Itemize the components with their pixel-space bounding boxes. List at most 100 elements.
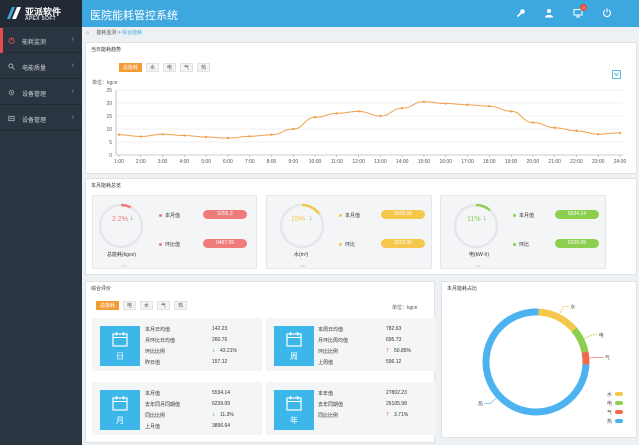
series-line <box>118 101 621 139</box>
slice-leader-line <box>584 334 598 339</box>
unit-label: 单位：kgce <box>392 305 418 311</box>
y-tick-label: 20 <box>106 101 112 107</box>
x-tick-label: 4:00 <box>179 159 189 165</box>
caret-up-icon[interactable]: ︿ <box>121 263 128 269</box>
data-point <box>466 103 469 107</box>
arrow-down-icon: ↓ <box>309 215 313 222</box>
logo-mark-icon <box>7 7 21 19</box>
stat-label: 本月日均值 <box>145 327 171 333</box>
monitor-icon[interactable] <box>573 8 583 18</box>
x-tick-label: 2:00 <box>136 159 146 165</box>
tab-gas[interactable]: 气 <box>180 63 194 72</box>
period-label: 日 <box>116 352 124 361</box>
chart-unit: 单位：kgce <box>92 80 118 86</box>
x-tick-label: 6:00 <box>223 159 233 165</box>
stat-card-month: 月 本月值 5534.14 去年同月同期值 6239.09 同比比例 ↓ 11.… <box>92 382 262 435</box>
legend-label: 电 <box>607 400 612 407</box>
x-tick-label: 8:00 <box>267 159 277 165</box>
calendar-icon: 周 <box>274 326 314 366</box>
panel-title: 本月能耗总览 <box>91 183 122 189</box>
breadcrumb-root[interactable]: 能耗监测 <box>96 30 117 36</box>
tab-total[interactable]: 总能耗 <box>119 63 143 72</box>
stat-value: 260.76 <box>212 337 228 343</box>
chevron-right-icon: › <box>71 62 74 69</box>
x-tick-label: 21:00 <box>548 159 561 165</box>
tab-gas[interactable]: 气 <box>157 301 171 310</box>
daily-tabs: 总能耗 水 电 气 热 <box>119 63 211 72</box>
stat-value: 11.3% <box>220 412 234 418</box>
tab-water[interactable]: 水 <box>146 63 160 72</box>
stat-value: 3896.64 <box>212 423 231 429</box>
stat-value: 142.23 <box>212 326 228 332</box>
data-point <box>422 100 426 103</box>
logo: 亚派软件 APEX SOFT <box>0 0 82 27</box>
y-tick-label: 0 <box>109 153 112 159</box>
sidebar-item-energy-monitor[interactable]: 能耗监测 › <box>0 28 82 53</box>
x-tick-label: 18:00 <box>483 159 496 165</box>
stat-card-day: 日 本月日均值 142.23 月环比日均值 260.76 环比比例 ↓ 43.2… <box>92 318 262 371</box>
legend-label: 水 <box>607 391 612 398</box>
month-label: 本月值 <box>345 213 361 219</box>
user-icon[interactable] <box>544 8 554 18</box>
panel-title: 当日能耗趋势 <box>91 47 122 53</box>
stat-label: 本周日均值 <box>318 327 344 333</box>
caret-up-icon[interactable]: ︿ <box>300 263 307 269</box>
tab-water[interactable]: 水 <box>140 301 154 310</box>
tab-electricity[interactable]: 电 <box>163 63 177 72</box>
stat-value: 3.71% <box>394 412 409 418</box>
stat-value: 5534.14 <box>212 390 231 396</box>
sidebar-item-power-quality[interactable]: 电能质量 › <box>0 54 82 79</box>
stat-label: 上周值 <box>318 360 334 366</box>
top-header: 医院能耗管控系统 0 <box>82 0 639 27</box>
ring-gauge <box>279 203 325 249</box>
chevron-right-icon: › <box>71 88 74 95</box>
home-icon[interactable]: ⌂ <box>86 30 90 36</box>
panel-title: 本月能耗占比 <box>447 286 478 292</box>
sidebar-item-device-management[interactable]: 设备管理 › <box>0 80 82 105</box>
bullet-dot <box>159 214 162 217</box>
legend-swatch <box>615 401 623 405</box>
pie-slice <box>538 308 577 333</box>
export-icon[interactable] <box>612 70 621 79</box>
stat-label: 本月值 <box>145 391 161 397</box>
stat-card-week: 周 本周日均值 782.63 月环比周均值 695.73 环比比例 ↑ 50.8… <box>266 318 436 371</box>
arrow-down-icon: ↓ <box>212 411 216 418</box>
month-label: 本月值 <box>165 213 181 219</box>
tab-heat[interactable]: 热 <box>174 301 188 310</box>
stat-value: 6239.09 <box>212 401 231 407</box>
period-label: 周 <box>290 352 298 361</box>
wrench-icon[interactable] <box>516 8 526 18</box>
sidebar-item-label: 设备管理 <box>22 92 47 98</box>
tab-electricity[interactable]: 电 <box>123 301 137 310</box>
logout-icon[interactable] <box>602 8 612 18</box>
x-tick-label: 20:00 <box>527 159 540 165</box>
tab-heat[interactable]: 热 <box>197 63 211 72</box>
arrow-down-icon: ↓ <box>212 347 216 354</box>
overall-tabs: 总能耗 电 水 气 热 <box>96 301 188 310</box>
data-point <box>117 133 121 136</box>
slice-label: 电 <box>599 332 604 339</box>
power-icon <box>8 37 15 44</box>
x-tick-label: 11:00 <box>331 159 343 165</box>
x-tick-label: 19:00 <box>505 159 518 165</box>
panel-title: 综合评价 <box>91 286 112 292</box>
data-point <box>531 121 535 124</box>
tab-total[interactable]: 总能耗 <box>96 301 120 310</box>
pie-slice <box>571 327 589 353</box>
x-tick-label: 10:00 <box>309 159 322 165</box>
caret-up-icon[interactable]: ︿ <box>475 263 482 269</box>
stat-value: 27802.23 <box>386 390 407 396</box>
data-point <box>444 102 447 105</box>
notification-badge: 0 <box>580 4 587 11</box>
ratio-value: 9467.09 <box>203 239 247 248</box>
stat-label: 本年值 <box>318 391 334 397</box>
data-point <box>226 136 230 140</box>
ratio-label: 环比 <box>345 242 356 248</box>
stat-value: 695.73 <box>386 337 402 343</box>
data-point <box>400 107 404 110</box>
sidebar-item-device-management-2[interactable]: 设备管理 › <box>0 106 82 131</box>
legend-label: 热 <box>607 418 612 425</box>
data-point <box>488 104 491 108</box>
data-point <box>139 135 142 138</box>
